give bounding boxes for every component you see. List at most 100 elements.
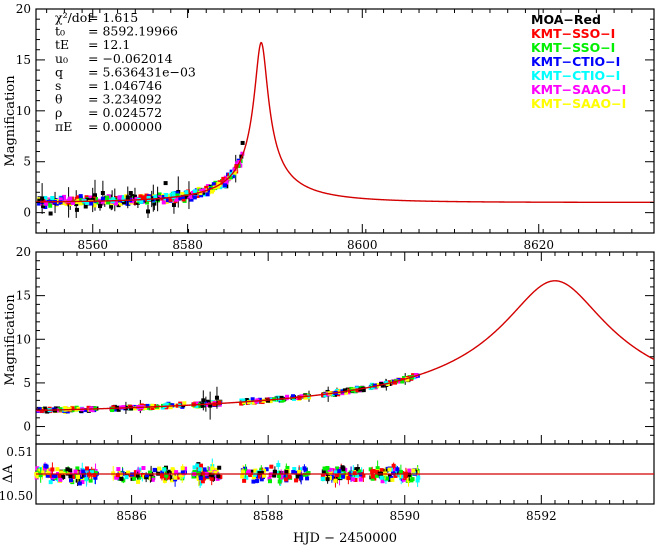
residual-data-point: [80, 480, 85, 485]
mid-data-point: [251, 400, 256, 405]
residual-data-point: [242, 478, 247, 483]
top-data-point: [174, 197, 179, 202]
residual-data-point: [75, 466, 80, 471]
top-data-point: [60, 200, 65, 205]
residual-data-point: [250, 469, 255, 474]
top-data-point: [198, 191, 203, 196]
top-data-point: [100, 196, 105, 201]
residual-data-point: [93, 475, 98, 480]
residual-data-point: [241, 470, 246, 475]
mid-data-point: [291, 394, 296, 399]
mid-data-point: [143, 406, 148, 411]
top-panel-axes: 0 5 10 15 20 8560 8580 8600 8620: [16, 2, 654, 252]
residual-data-point: [84, 468, 89, 473]
top-data-point: [128, 191, 133, 196]
top-data-point: [157, 192, 162, 197]
mid-data-point: [380, 383, 385, 388]
top-data-point: [43, 195, 48, 200]
mid-data-point: [168, 405, 173, 410]
top-data-point: [210, 189, 215, 194]
residual-data-point: [89, 470, 94, 475]
residual-data-point: [124, 475, 129, 480]
top-data-point: [184, 190, 189, 195]
residual-data-point: [415, 478, 420, 483]
residual-ytick-label: 0.51: [6, 445, 33, 459]
residual-data-point: [213, 470, 218, 475]
top-data-point: [230, 174, 235, 179]
residual-data-point: [370, 476, 375, 481]
residual-panel-data-points: [34, 458, 421, 489]
residual-data-point: [298, 467, 303, 472]
residual-data-point: [38, 473, 43, 478]
residual-data-point: [68, 470, 73, 475]
top-data-point: [62, 197, 67, 202]
mid-data-point: [83, 408, 88, 413]
residual-data-point: [294, 478, 299, 483]
residual-data-point: [170, 478, 175, 483]
top-data-point: [50, 195, 55, 200]
residual-data-point: [322, 466, 327, 471]
top-data-point: [122, 200, 127, 205]
residual-data-point: [243, 466, 248, 471]
legend-entry: KMT−SSO−I: [531, 26, 615, 41]
residual-data-point: [141, 466, 146, 471]
residual-data-point: [183, 466, 188, 471]
residual-data-point: [259, 470, 264, 475]
residual-data-point: [152, 467, 157, 472]
top-data-point: [43, 204, 48, 209]
residual-data-point: [119, 476, 124, 481]
residual-data-point: [320, 473, 325, 478]
residual-data-point: [372, 468, 377, 473]
residual-data-point: [262, 473, 267, 478]
residual-data-point: [35, 474, 40, 479]
residual-data-point: [384, 476, 389, 481]
top-data-point: [139, 199, 144, 204]
param-symbol: ρ: [55, 105, 62, 120]
top-data-point: [198, 188, 203, 193]
residual-data-point: [243, 468, 248, 473]
residual-data-point: [327, 475, 332, 480]
top-data-point: [232, 170, 237, 175]
residual-data-point: [209, 476, 214, 481]
top-data-point: [126, 201, 131, 206]
residual-data-point: [84, 477, 89, 482]
residual-data-point: [59, 470, 64, 475]
residual-data-point: [333, 470, 338, 475]
mid-ytick-label: 0: [23, 420, 31, 434]
residual-data-point: [350, 474, 355, 479]
residual-data-point: [201, 476, 206, 481]
residual-data-point: [267, 479, 272, 484]
param-value: = 5.636431e−03: [88, 64, 196, 79]
top-data-point: [162, 197, 167, 202]
residual-data-point: [407, 472, 412, 477]
residual-data-point: [370, 474, 375, 479]
top-data-point: [178, 196, 183, 201]
top-data-point: [116, 203, 121, 208]
residual-data-point: [343, 475, 348, 480]
residual-data-point: [61, 474, 66, 479]
top-data-point: [223, 183, 228, 188]
top-data-point: [74, 207, 79, 212]
residual-data-point: [306, 470, 311, 475]
top-data-point: [78, 194, 83, 199]
residual-data-point: [114, 475, 119, 480]
mid-data-point: [285, 394, 290, 399]
param-value: = 0.000000: [88, 119, 162, 134]
residual-data-point: [321, 469, 326, 474]
param-value: = 1.046746: [88, 78, 162, 93]
residual-data-point: [210, 466, 215, 471]
top-xtick-label: 8560: [77, 238, 108, 252]
residual-data-point: [168, 475, 173, 480]
residual-data-point: [165, 470, 170, 475]
top-data-point: [228, 175, 233, 180]
top-data-point: [180, 191, 185, 196]
param-symbol: χ²/dof: [55, 10, 93, 25]
top-data-point: [132, 194, 137, 199]
residual-data-point: [275, 470, 280, 475]
residual-data-point: [191, 474, 196, 479]
mid-data-point: [208, 403, 213, 408]
residual-data-point: [284, 477, 289, 482]
top-data-point: [221, 176, 226, 181]
mid-data-point: [214, 395, 219, 400]
param-symbol: s: [55, 78, 61, 93]
